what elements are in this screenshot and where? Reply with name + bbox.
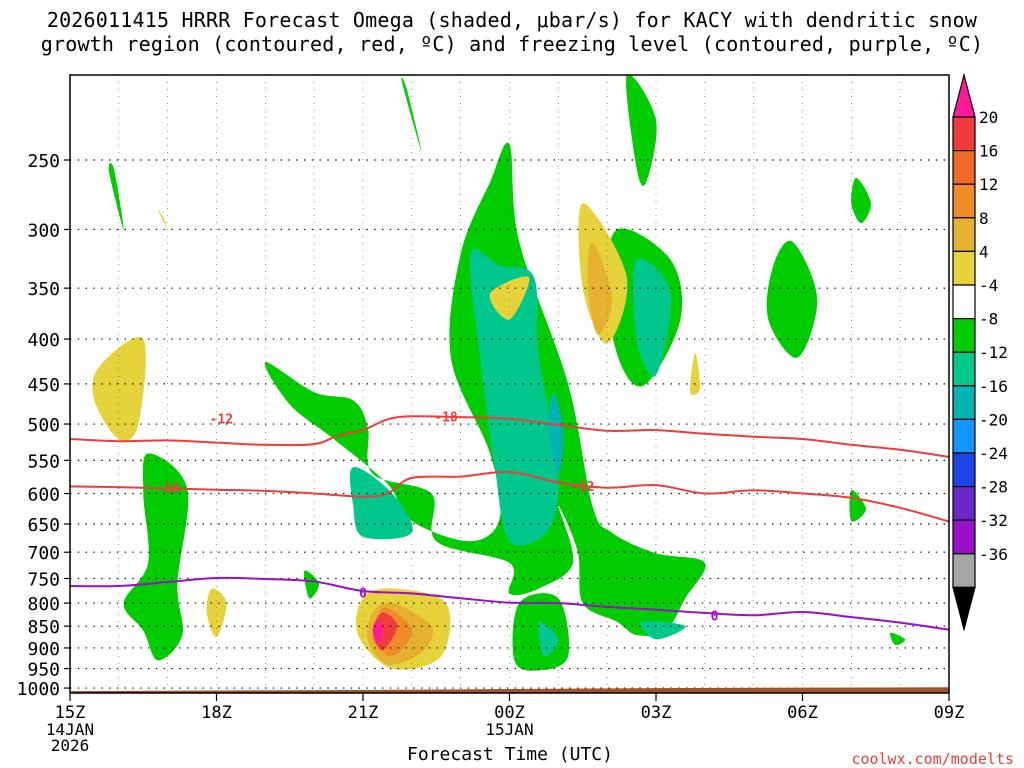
contour-label-2: 0 bbox=[711, 609, 719, 624]
y-tick-label: 600 bbox=[27, 484, 60, 505]
colorbar-label: 8 bbox=[979, 209, 989, 228]
y-tick-label: 400 bbox=[27, 330, 60, 351]
y-tick-label: 950 bbox=[27, 660, 60, 681]
x-tick-sublabel: 2026 bbox=[51, 736, 90, 755]
omega-region-neg8 bbox=[626, 75, 657, 186]
omega-region-neg8 bbox=[890, 632, 906, 646]
omega-region-neg8 bbox=[849, 490, 866, 522]
colorbar-label: -20 bbox=[979, 410, 1008, 429]
ground-terrain bbox=[70, 687, 949, 693]
chart-title-line1: 2026011415 HRRR Forecast Omega (shaded, … bbox=[46, 8, 978, 32]
y-tick-label: 350 bbox=[27, 279, 60, 300]
x-axis-title: Forecast Time (UTC) bbox=[407, 744, 613, 765]
colorbar-segment bbox=[952, 217, 976, 253]
colorbar-segment bbox=[952, 250, 976, 286]
x-tick-sublabel: 14JAN bbox=[46, 720, 94, 739]
omega-region-neg8 bbox=[401, 77, 422, 153]
colorbar-label: 12 bbox=[979, 175, 998, 194]
omega-region-neg16 bbox=[548, 392, 564, 474]
y-tick-label: 800 bbox=[27, 594, 60, 615]
y-tick-label: 900 bbox=[27, 639, 60, 660]
omega-region-4 bbox=[92, 336, 146, 441]
x-tick-label: 09Z bbox=[934, 703, 965, 723]
omega-region-8 bbox=[587, 241, 613, 335]
omega-region-neg12 bbox=[349, 467, 413, 540]
omega-region-neg8 bbox=[304, 570, 320, 599]
colorbar: 20 16 12 8 4 -4 -8 -12 -16 -20 -24 -28 -32 -36 bbox=[952, 72, 1008, 632]
omega-shading-layer bbox=[92, 75, 906, 671]
colorbar-segment bbox=[952, 553, 976, 588]
contour-label-0: -18 bbox=[434, 410, 458, 425]
x-tick-label: 21Z bbox=[348, 703, 379, 723]
grid-layer bbox=[70, 75, 949, 693]
omega-region-neg12 bbox=[633, 258, 672, 377]
x-tick-sublabel: 15JAN bbox=[485, 720, 533, 739]
x-tick-label: 06Z bbox=[787, 703, 818, 723]
y-tick-label: 750 bbox=[27, 569, 60, 590]
omega-region-neg8 bbox=[108, 163, 124, 230]
y-tick-label: 1000 bbox=[17, 679, 60, 700]
colorbar-segment bbox=[952, 318, 976, 353]
colorbar-segment bbox=[952, 116, 976, 152]
colorbar-segment bbox=[952, 150, 976, 185]
omega-region-4 bbox=[489, 276, 530, 320]
omega-region-neg12 bbox=[640, 621, 686, 640]
y-tick-label: 250 bbox=[27, 151, 60, 172]
omega-region-neg8 bbox=[766, 240, 818, 358]
contour-label-repeat: 0 bbox=[359, 586, 367, 601]
credit-text[interactable]: coolwx.com/modelts bbox=[851, 750, 1014, 768]
omega-region-neg12 bbox=[538, 621, 559, 657]
colorbar-label: 16 bbox=[979, 142, 998, 161]
colorbar-segment bbox=[952, 183, 976, 219]
colorbar-label: -4 bbox=[979, 276, 998, 295]
chart-title-line2: growth region (contoured, red, ºC) and f… bbox=[40, 32, 984, 56]
omega-region-4 bbox=[206, 588, 227, 638]
contour-label-repeat: -18 bbox=[156, 482, 180, 497]
colorbar-label: 20 bbox=[979, 108, 998, 127]
colorbar-segment bbox=[952, 486, 976, 521]
ground-layer bbox=[70, 687, 949, 693]
contour-layer: -18 -12 0 -18 -12 0 bbox=[70, 410, 949, 631]
y-tick-label: 550 bbox=[27, 451, 60, 472]
colorbar-segment bbox=[952, 351, 976, 387]
contour-line-0 bbox=[70, 415, 949, 458]
colorbar-segment bbox=[952, 418, 976, 454]
colorbar-bottom-arrow bbox=[952, 586, 976, 632]
colorbar-label: -24 bbox=[979, 444, 1008, 463]
omega-region-neg8 bbox=[123, 453, 189, 661]
contour-line-2 bbox=[70, 576, 949, 631]
y-tick-label: 700 bbox=[27, 543, 60, 564]
y-tick-label: 300 bbox=[27, 220, 60, 241]
y-tick-label: 500 bbox=[27, 415, 60, 436]
axes-layer: 2503003504004505005506006507007508008509… bbox=[17, 74, 965, 755]
colorbar-label: -32 bbox=[979, 511, 1008, 530]
x-tick-label: 18Z bbox=[201, 703, 232, 723]
colorbar-segment bbox=[952, 284, 976, 320]
y-tick-label: 450 bbox=[27, 375, 60, 396]
omega-region-20 bbox=[372, 621, 383, 644]
omega-region-neg8 bbox=[851, 177, 871, 224]
contour-line-1 bbox=[70, 470, 949, 523]
x-tick-label: 15Z bbox=[55, 703, 86, 723]
omega-region-4 bbox=[157, 209, 168, 230]
y-tick-label: 650 bbox=[27, 515, 60, 536]
x-tick-label: 03Z bbox=[641, 703, 672, 723]
omega-region-neg12 bbox=[469, 248, 559, 546]
colorbar-top-arrow bbox=[952, 72, 976, 118]
contour-label-repeat: -12 bbox=[210, 413, 233, 428]
omega-region-4 bbox=[690, 353, 701, 396]
colorbar-label: -36 bbox=[979, 545, 1008, 564]
x-tick-label: 00Z bbox=[494, 703, 525, 723]
y-tick-label: 850 bbox=[27, 617, 60, 638]
colorbar-segment bbox=[952, 519, 976, 555]
contour-label-1: -12 bbox=[571, 480, 594, 495]
colorbar-segment bbox=[952, 385, 976, 420]
colorbar-label: 4 bbox=[979, 242, 989, 261]
colorbar-segment bbox=[952, 452, 976, 488]
colorbar-label: -12 bbox=[979, 343, 1008, 362]
colorbar-label: -16 bbox=[979, 377, 1008, 396]
colorbar-label: -8 bbox=[979, 310, 998, 329]
colorbar-label: -28 bbox=[979, 478, 1008, 497]
